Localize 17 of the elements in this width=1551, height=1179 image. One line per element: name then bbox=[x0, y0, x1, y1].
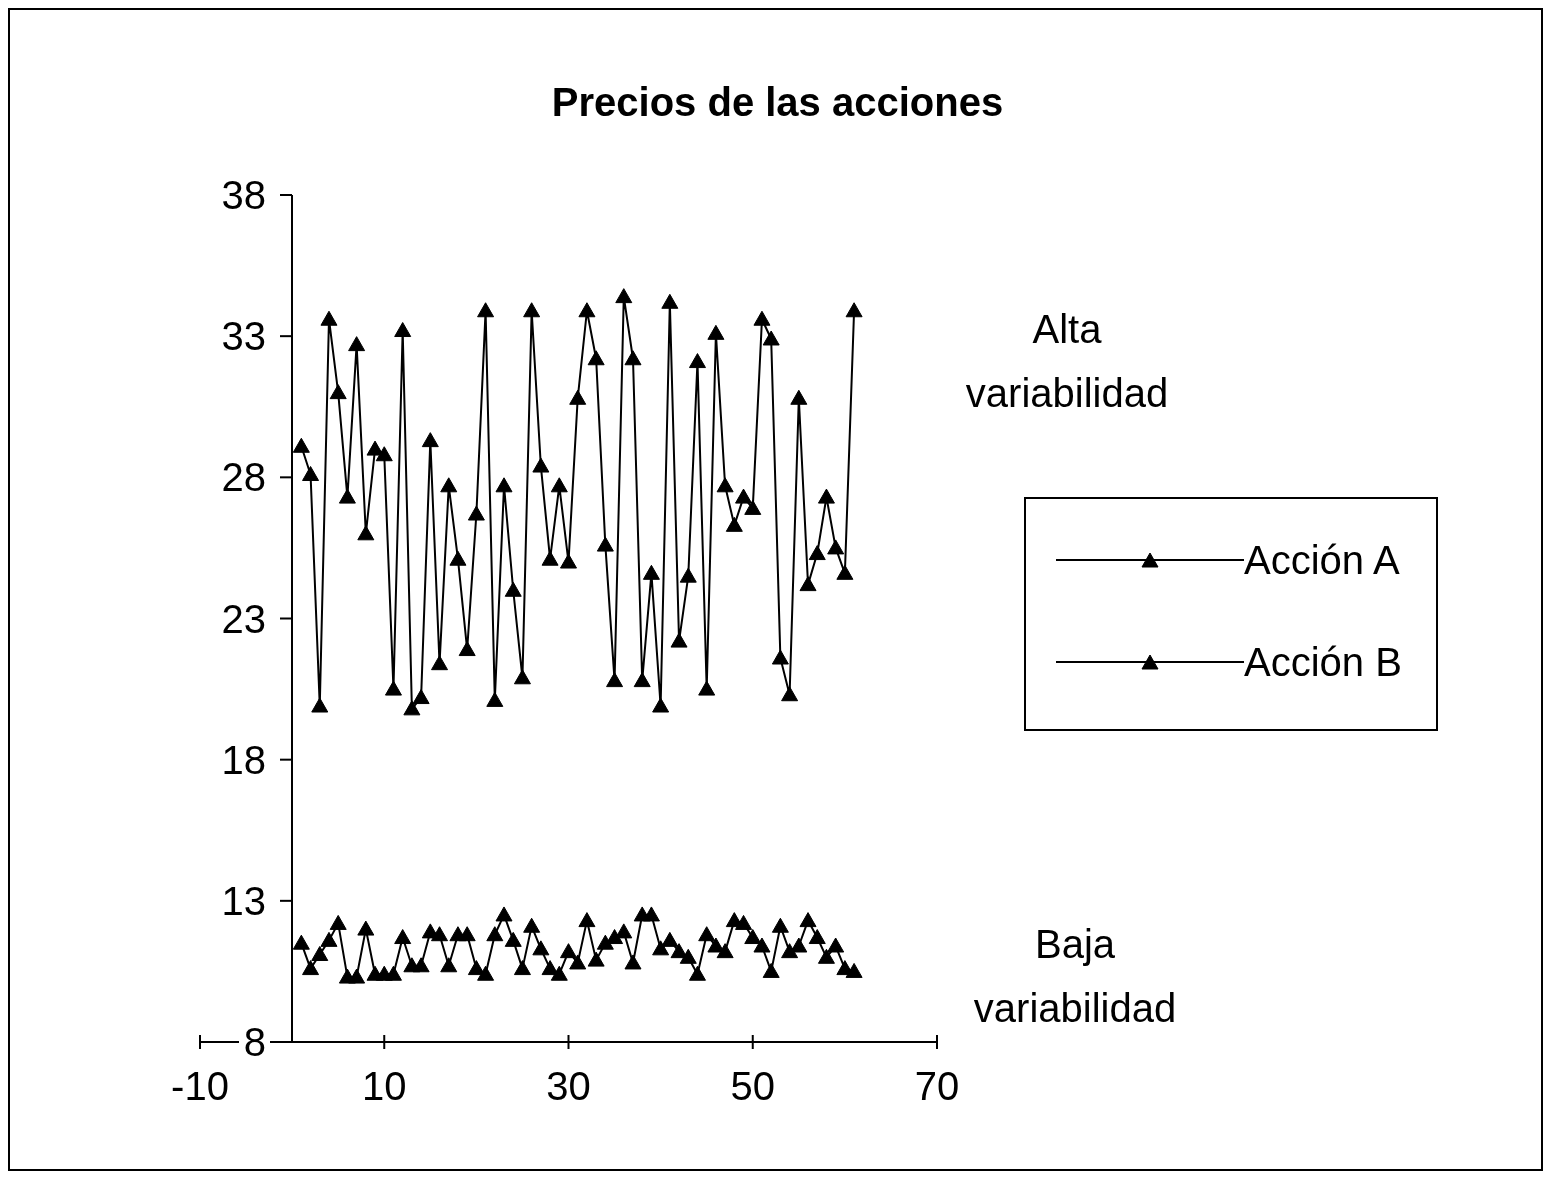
y-tick-label: 23 bbox=[221, 596, 266, 641]
legend-label: Acción A bbox=[1244, 537, 1400, 583]
y-tick-label: 33 bbox=[221, 314, 266, 359]
y-tick-label: 18 bbox=[221, 737, 266, 782]
text: Alta variabilidad bbox=[964, 306, 1170, 417]
y-tick-label: 28 bbox=[221, 455, 266, 500]
legend-label: Acción B bbox=[1244, 639, 1402, 685]
x-tick-label: 70 bbox=[914, 1064, 960, 1109]
chart-title: Precios de las acciones bbox=[550, 80, 1005, 125]
y-tick-label: 38 bbox=[221, 173, 266, 217]
x-tick-label: 50 bbox=[730, 1064, 775, 1109]
text: Baja variabilidad bbox=[972, 921, 1178, 1032]
x-tick-label: -10 bbox=[171, 1064, 229, 1109]
y-tick-label: 13 bbox=[221, 878, 266, 923]
x-tick-label: 30 bbox=[546, 1064, 591, 1109]
y-tick-label: 8 bbox=[243, 1020, 266, 1064]
x-tick-label: 10 bbox=[362, 1064, 407, 1109]
